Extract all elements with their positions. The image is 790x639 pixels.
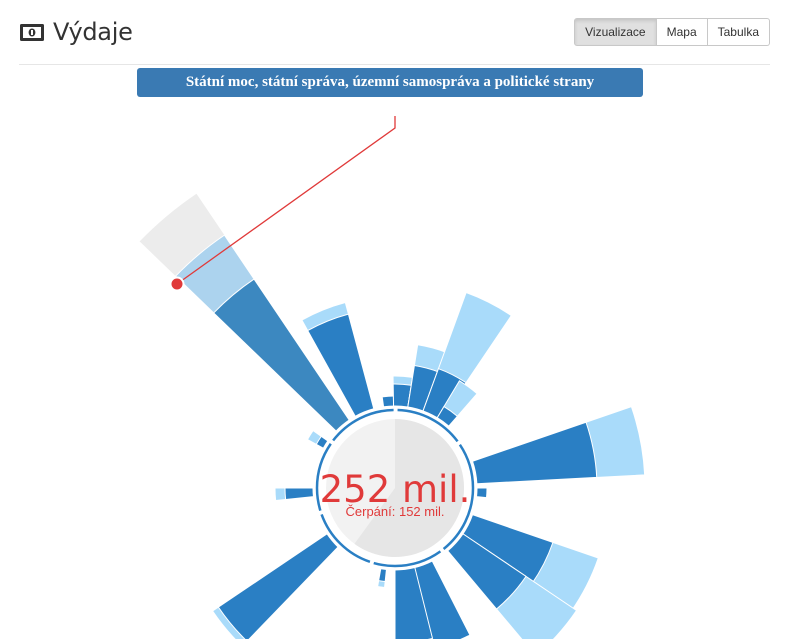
spent-sector[interactable] bbox=[378, 568, 387, 583]
spent-sector[interactable] bbox=[284, 487, 314, 501]
title-wrap: Výdaje bbox=[19, 18, 133, 46]
spent-sector[interactable] bbox=[217, 533, 339, 639]
category-tooltip: Státní moc, státní správa, územní samosp… bbox=[137, 68, 643, 97]
leader-dot bbox=[169, 276, 185, 292]
view-switcher: Vizualizace Mapa Tabulka bbox=[574, 18, 770, 46]
leader-line bbox=[176, 116, 396, 285]
spent-sector[interactable] bbox=[315, 435, 329, 449]
total-amount: 252 mil. bbox=[320, 468, 471, 511]
spent-sector[interactable] bbox=[447, 533, 527, 610]
page-header: Výdaje Vizualizace Mapa Tabulka bbox=[19, 14, 770, 65]
tab-vizualizace[interactable]: Vizualizace bbox=[574, 18, 657, 46]
spent-sector[interactable] bbox=[436, 405, 459, 427]
spent-sector[interactable] bbox=[471, 421, 598, 485]
tab-tabulka[interactable]: Tabulka bbox=[707, 18, 770, 46]
drawdown-pie bbox=[354, 419, 464, 557]
spent-sector[interactable] bbox=[476, 487, 488, 499]
spent-sector[interactable] bbox=[307, 313, 375, 417]
money-icon bbox=[20, 23, 44, 41]
spent-sector[interactable] bbox=[394, 566, 434, 639]
drawdown-label: Čerpání: 152 mil. bbox=[346, 504, 445, 519]
spent-sector[interactable] bbox=[422, 368, 467, 421]
page-title: Výdaje bbox=[53, 18, 133, 46]
highlight-spent-sector[interactable] bbox=[213, 278, 350, 432]
tab-mapa[interactable]: Mapa bbox=[656, 18, 708, 46]
